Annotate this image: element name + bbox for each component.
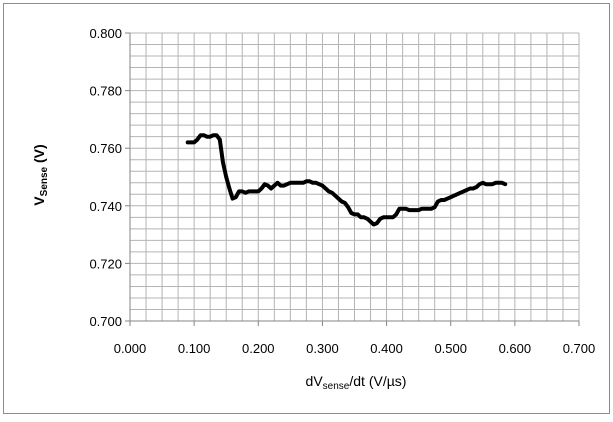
x-tick-label: 0.300 [306, 341, 339, 356]
x-tick-label: 0.500 [434, 341, 467, 356]
x-tick-label: 0.200 [242, 341, 275, 356]
x-axis-tick-labels: 0.000 0.100 0.200 0.300 0.400 0.500 0.600 0.700 [114, 341, 596, 356]
x-tick-label: 0.700 [563, 341, 596, 356]
x-tick-label: 0.400 [370, 341, 403, 356]
x-tick-label: 0.100 [178, 341, 211, 356]
series-line-0 [185, 133, 508, 227]
y-tick-label: 0.780 [89, 84, 122, 99]
y-axis-title-suffix: (V) [31, 144, 47, 167]
y-tick-label: 0.760 [89, 141, 122, 156]
y-tick-label: 0.740 [89, 199, 122, 214]
series-layer [185, 133, 508, 227]
x-axis-title-prefix: dV [306, 373, 324, 389]
x-axis-title-subscript: sense [323, 381, 350, 392]
y-axis-title-subscript: Sense [39, 166, 50, 196]
y-tick-label: 0.720 [89, 256, 122, 271]
y-axis-title: VSense (V) [31, 144, 50, 205]
x-tick-label: 0.000 [114, 341, 147, 356]
plot-frame [125, 32, 580, 326]
x-tick-label: 0.600 [499, 341, 532, 356]
x-axis-title: dVsense/dt (V/µs) [306, 373, 407, 392]
x-axis-title-suffix: /dt (V/µs) [349, 373, 406, 389]
y-tick-label: 0.700 [89, 314, 122, 329]
y-tick-label: 0.800 [89, 26, 122, 41]
y-axis-tick-labels: 0.700 0.720 0.740 0.760 0.780 0.800 [89, 26, 122, 329]
y-axis-title-prefix: V [31, 196, 47, 206]
